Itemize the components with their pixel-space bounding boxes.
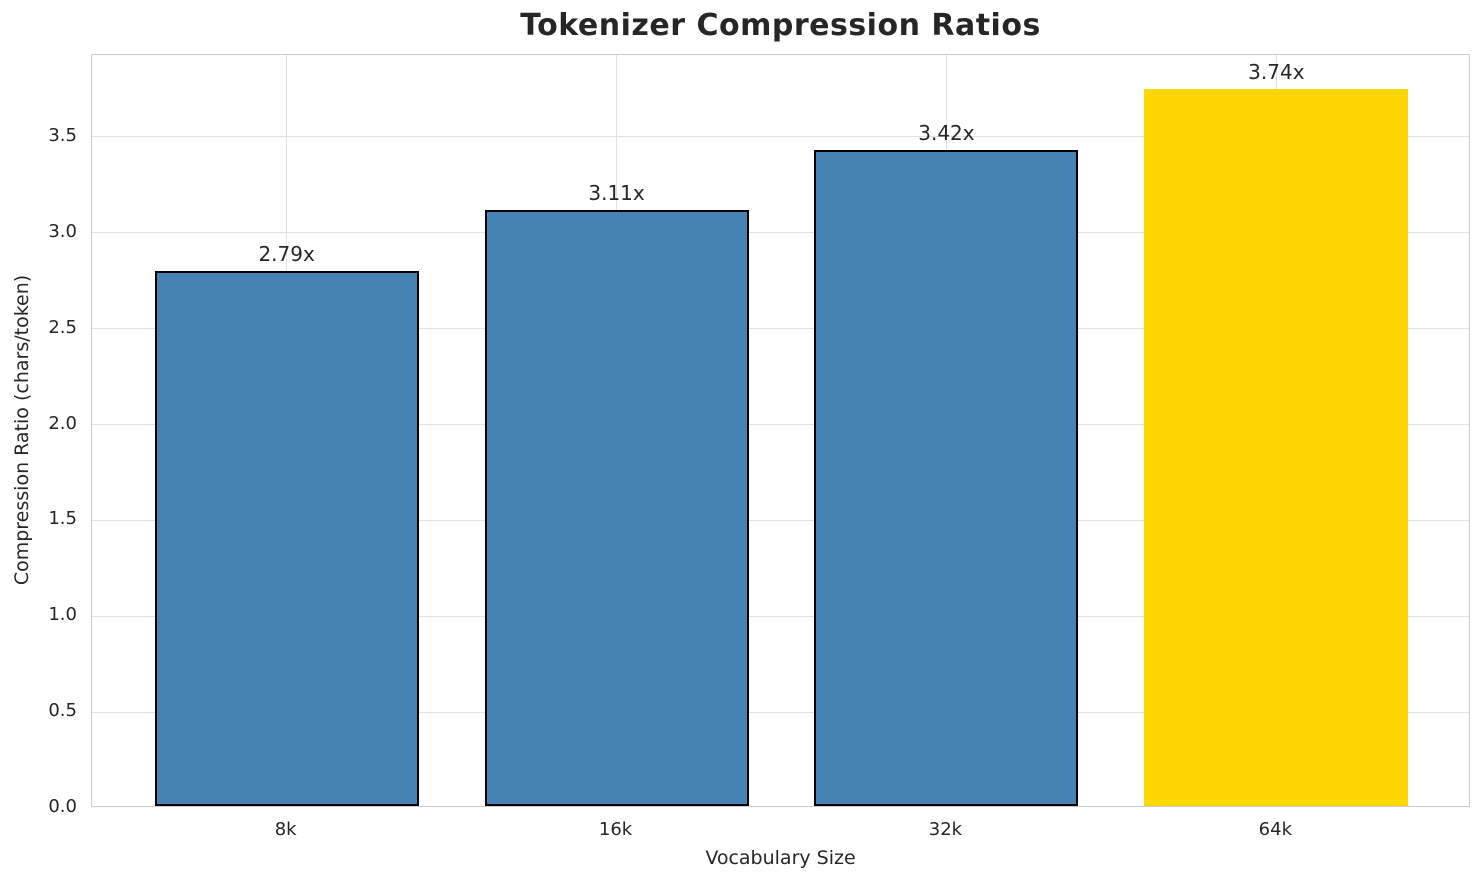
y-tick-label: 2.0 xyxy=(48,412,77,434)
x-tick-label: 16k xyxy=(598,819,633,840)
bar xyxy=(1144,88,1409,806)
h-gridline xyxy=(92,711,1469,713)
bar xyxy=(484,209,749,806)
bar xyxy=(154,271,419,806)
h-gridline xyxy=(92,519,1469,521)
h-gridline xyxy=(92,328,1469,330)
h-gridline xyxy=(92,424,1469,425)
bar xyxy=(814,150,1079,806)
x-axis-label: Vocabulary Size xyxy=(705,847,856,869)
y-tick-label: 1.5 xyxy=(48,508,77,530)
y-tick-label: 3.0 xyxy=(48,220,77,242)
bar-value-label: 3.42x xyxy=(918,121,975,146)
x-tick-label: 32k xyxy=(928,819,963,840)
y-tick-label: 0.5 xyxy=(48,700,77,722)
y-tick-label: 2.5 xyxy=(48,316,77,338)
plot-area: 2.79x 3.11x 3.42x 3.74x xyxy=(91,54,1470,807)
bar-value-label: 3.74x xyxy=(1248,59,1305,84)
chart-title: Tokenizer Compression Ratios xyxy=(520,8,1041,43)
y-tick-label: 0.0 xyxy=(48,796,77,817)
x-tick-label: 64k xyxy=(1258,819,1293,840)
h-gridline xyxy=(92,615,1469,617)
bar-value-label: 3.11x xyxy=(588,180,645,205)
bar-value-label: 2.79x xyxy=(258,242,315,267)
h-gridline xyxy=(92,136,1469,138)
y-tick-label: 1.0 xyxy=(48,604,77,626)
y-tick-label: 3.5 xyxy=(48,124,77,146)
x-tick-label: 8k xyxy=(274,819,297,840)
h-gridline xyxy=(92,232,1469,234)
